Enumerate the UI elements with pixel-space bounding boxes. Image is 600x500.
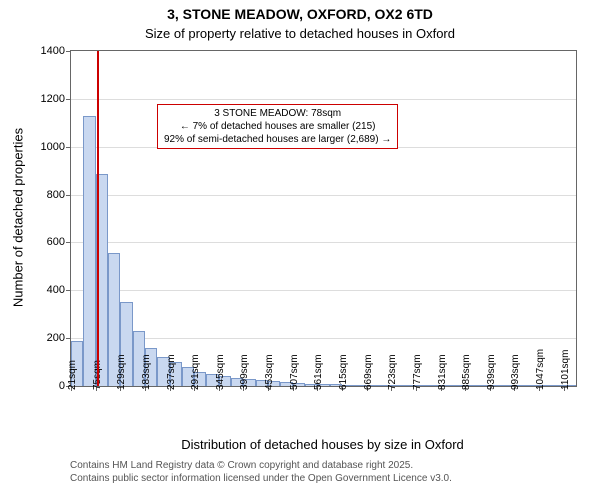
xtick-label: 939sqm bbox=[486, 354, 497, 390]
gridline bbox=[71, 195, 576, 196]
chart-container: 3, STONE MEADOW, OXFORD, OX2 6TD Size of… bbox=[0, 0, 600, 500]
xtick-label: 129sqm bbox=[116, 354, 127, 390]
footer-line-1: Contains HM Land Registry data © Crown c… bbox=[70, 459, 452, 472]
annotation-box: 3 STONE MEADOW: 78sqm ← 7% of detached h… bbox=[157, 104, 398, 149]
xtick-label: 993sqm bbox=[510, 354, 521, 390]
xtick-label: 831sqm bbox=[437, 354, 448, 390]
histogram-bar bbox=[83, 116, 95, 386]
xtick-label: 777sqm bbox=[412, 354, 423, 390]
gridline bbox=[71, 338, 576, 339]
annotation-line-2: ← 7% of detached houses are smaller (215… bbox=[164, 120, 391, 133]
xtick-label: 723sqm bbox=[387, 354, 398, 390]
chart-title-2: Size of property relative to detached ho… bbox=[0, 26, 600, 41]
gridline bbox=[71, 242, 576, 243]
xtick-label: 561sqm bbox=[313, 354, 324, 390]
xtick-label: 615sqm bbox=[338, 354, 349, 390]
gridline bbox=[71, 99, 576, 100]
ytick-label: 400 bbox=[47, 284, 71, 296]
chart-title-1: 3, STONE MEADOW, OXFORD, OX2 6TD bbox=[0, 6, 600, 22]
xtick-label: 1101sqm bbox=[560, 350, 571, 390]
ytick-label: 200 bbox=[47, 332, 71, 344]
xtick-label: 1047sqm bbox=[535, 349, 546, 390]
xtick-label: 885sqm bbox=[461, 354, 472, 390]
annotation-line-1: 3 STONE MEADOW: 78sqm bbox=[164, 107, 391, 120]
xtick-label: 507sqm bbox=[289, 354, 300, 390]
x-axis-label: Distribution of detached houses by size … bbox=[70, 437, 575, 452]
property-marker-line bbox=[97, 51, 99, 386]
xtick-label: 291sqm bbox=[190, 354, 201, 390]
annotation-line-3: 92% of semi-detached houses are larger (… bbox=[164, 133, 391, 146]
xtick-label: 237sqm bbox=[166, 354, 177, 390]
xtick-label: 669sqm bbox=[363, 354, 374, 390]
ytick-label: 600 bbox=[47, 236, 71, 248]
xtick-label: 399sqm bbox=[239, 354, 250, 390]
ytick-label: 800 bbox=[47, 189, 71, 201]
ytick-label: 1200 bbox=[41, 93, 71, 105]
footer-line-2: Contains public sector information licen… bbox=[70, 472, 452, 485]
xtick-label: 453sqm bbox=[264, 354, 275, 390]
xtick-label: 183sqm bbox=[141, 354, 152, 390]
chart-footer: Contains HM Land Registry data © Crown c… bbox=[70, 459, 452, 485]
ytick-label: 1000 bbox=[41, 141, 71, 153]
xtick-label: 345sqm bbox=[215, 354, 226, 390]
plot-area: 020040060080010001200140021sqm75sqm129sq… bbox=[70, 50, 577, 387]
gridline bbox=[71, 290, 576, 291]
xtick-label: 21sqm bbox=[67, 360, 78, 390]
y-axis-label: Number of detached properties bbox=[11, 118, 26, 318]
ytick-label: 1400 bbox=[41, 45, 71, 57]
